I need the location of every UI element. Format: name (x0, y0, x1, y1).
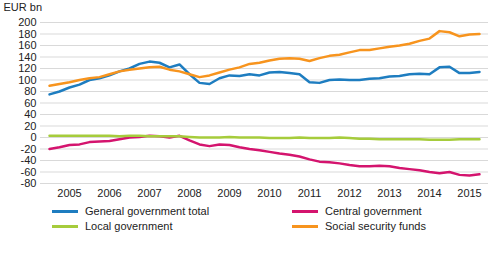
svg-text:100: 100 (18, 74, 36, 86)
svg-text:2015: 2015 (457, 187, 481, 199)
svg-text:140: 140 (18, 51, 36, 63)
svg-text:2010: 2010 (257, 187, 281, 199)
svg-text:160: 160 (18, 39, 36, 51)
html-text:Central government: Central government (325, 205, 422, 217)
svg-text:0: 0 (30, 131, 36, 143)
svg-text:120: 120 (18, 62, 36, 74)
svg-text:-80: -80 (21, 177, 37, 189)
svg-text:-40: -40 (21, 154, 37, 166)
html-text:General government total: General government total (85, 205, 210, 217)
svg-text:200: 200 (18, 16, 36, 28)
svg-text:20: 20 (24, 120, 36, 132)
svg-text:80: 80 (24, 85, 36, 97)
svg-text:2014: 2014 (417, 187, 441, 199)
svg-text:2007: 2007 (137, 187, 161, 199)
svg-text:-60: -60 (21, 166, 37, 178)
svg-text:-20: -20 (21, 143, 37, 155)
svg-text:2009: 2009 (217, 187, 241, 199)
svg-text:2011: 2011 (298, 187, 322, 199)
svg-text:180: 180 (18, 28, 36, 40)
svg-text:40: 40 (24, 108, 36, 120)
html-text:Local government: Local government (85, 220, 173, 232)
svg-text:60: 60 (24, 97, 36, 109)
html-text:Social security funds: Social security funds (325, 220, 426, 232)
svg-text:2008: 2008 (177, 187, 201, 199)
svg-text:2005: 2005 (57, 187, 81, 199)
svg-text:2012: 2012 (337, 187, 361, 199)
svg-text:2013: 2013 (377, 187, 401, 199)
svg-text:2006: 2006 (97, 187, 121, 199)
svg-text:EUR bn: EUR bn (4, 1, 43, 13)
